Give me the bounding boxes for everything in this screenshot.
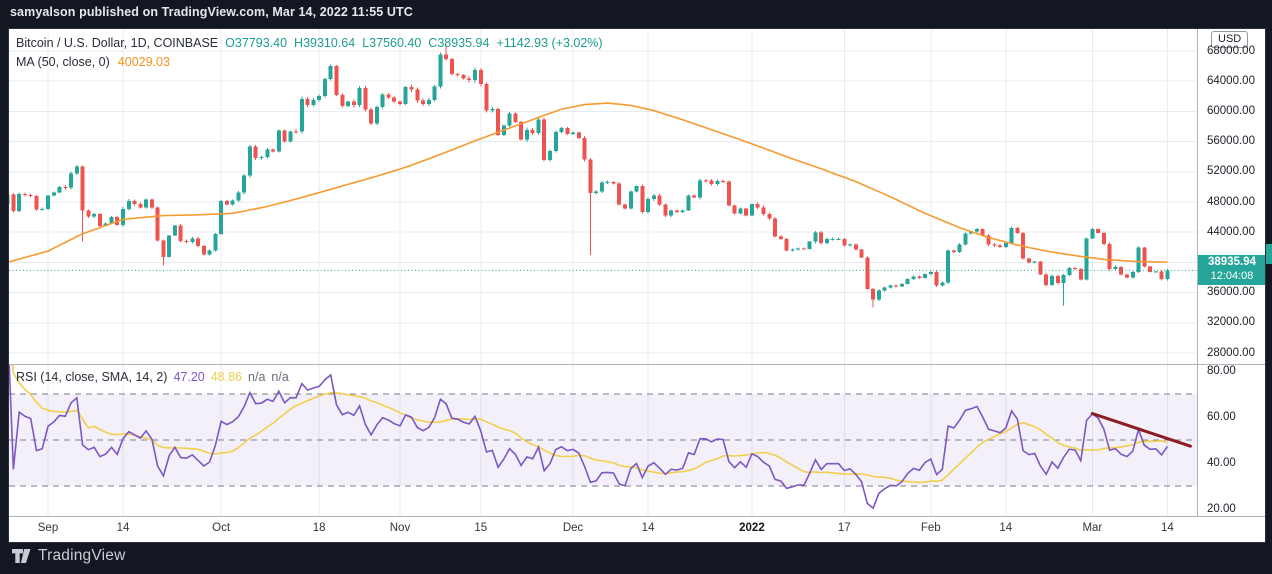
price-axis-label: 44000.00 (1207, 225, 1255, 238)
price-axis-label: 56000.00 (1207, 135, 1255, 148)
rsi-axis-label: 40.00 (1207, 456, 1236, 469)
time-axis-label: 15 (474, 522, 488, 534)
time-axis-label: 17 (837, 522, 851, 534)
time-axis-label: 14 (641, 522, 655, 534)
tradingview-brand[interactable]: TradingView (12, 547, 126, 565)
price-axis-label: 60000.00 (1207, 104, 1255, 117)
price-axis-label: 36000.00 (1207, 286, 1255, 299)
price-axis-label: 68000.00 (1207, 44, 1255, 57)
price-axis-label: 52000.00 (1207, 165, 1255, 178)
time-axis-label: Feb (920, 522, 941, 534)
time-axis-label: Oct (212, 522, 231, 534)
rsi-sma-value: 48.86 (210, 370, 243, 384)
time-axis-label: 14 (116, 522, 130, 534)
time-axis[interactable]: Sep 14 Oct 18 Nov 15 Dec 14 2022 17 Feb 14 Mar 14 (9, 516, 1197, 542)
plot-area[interactable] (9, 29, 1197, 516)
close-value: 38935.94 (437, 36, 490, 50)
last-price: 38935.94 (1208, 256, 1256, 269)
price-axis-label: 32000.00 (1207, 316, 1255, 329)
rsi-legend: RSI (14, close, SMA, 14, 2) 47.20 48.86 n/a… (16, 370, 289, 384)
time-axis-label: Dec (562, 522, 584, 534)
price-chart[interactable] (9, 29, 1197, 364)
pane-separator[interactable] (9, 364, 1265, 365)
pane-separator[interactable] (9, 516, 1265, 517)
time-axis-label: 14 (999, 522, 1013, 534)
rsi-axis-label: 60.00 (1207, 410, 1236, 423)
tradingview-brand-text: TradingView (38, 547, 126, 564)
time-axis-label: Nov (389, 522, 411, 534)
last-price-badge: 38935.94 12:04:08 (1198, 255, 1265, 286)
symbol-legend: Bitcoin / U.S. Dollar, 1D, COINBASE O3779… (16, 36, 603, 69)
ma-legend-label: MA (50, close, 0) (16, 55, 110, 69)
rsi-axis-label: 20.00 (1207, 502, 1236, 515)
rsi-axis-label: 80.00 (1207, 364, 1236, 377)
rsi-line[interactable] (9, 364, 1169, 510)
symbol-title: Bitcoin / U.S. Dollar, 1D, COINBASE (16, 36, 219, 50)
price-axis-label: 48000.00 (1207, 195, 1255, 208)
ma-value: 40029.03 (117, 55, 170, 69)
time-axis-label: 2022 (739, 522, 765, 534)
rsi-trendline[interactable] (1090, 412, 1192, 448)
time-axis-label: 14 (1160, 522, 1174, 534)
rsi-chart[interactable] (9, 364, 1197, 516)
open-value: 37793.40 (234, 36, 288, 50)
attribution-bar: samyalson published on TradingView.com, … (0, 0, 1272, 28)
edge-price-marker (1266, 244, 1272, 264)
chart-panel: Bitcoin / U.S. Dollar, 1D, COINBASE O3779… (8, 28, 1266, 543)
price-axis[interactable]: USD 68000.00 64000.00 60000.00 56000.00 5200… (1197, 29, 1265, 516)
time-axis-label: Mar (1082, 522, 1103, 534)
time-axis-label: 18 (312, 522, 326, 534)
price-axis-label: 64000.00 (1207, 74, 1255, 87)
ma50-line[interactable] (9, 102, 1168, 264)
footer-bar: TradingView (0, 541, 1272, 574)
time-axis-label: Sep (37, 522, 59, 534)
high-value: 39310.64 (303, 36, 356, 50)
low-value: 37560.40 (369, 36, 422, 50)
rsi-value: 47.20 (173, 370, 205, 384)
rsi-sma-line[interactable] (9, 364, 1168, 484)
price-axis-label: 28000.00 (1207, 346, 1255, 359)
bar-countdown: 12:04:08 (1210, 270, 1254, 283)
tradingview-logo-icon (12, 548, 31, 563)
rsi-legend-label: RSI (14, close, SMA, 14, 2) (16, 370, 168, 384)
attribution-text: samyalson published on TradingView.com, … (10, 5, 413, 19)
currency-badge: USD (1211, 31, 1249, 48)
change-value: +1142.93 (+3.02%) (496, 36, 603, 50)
